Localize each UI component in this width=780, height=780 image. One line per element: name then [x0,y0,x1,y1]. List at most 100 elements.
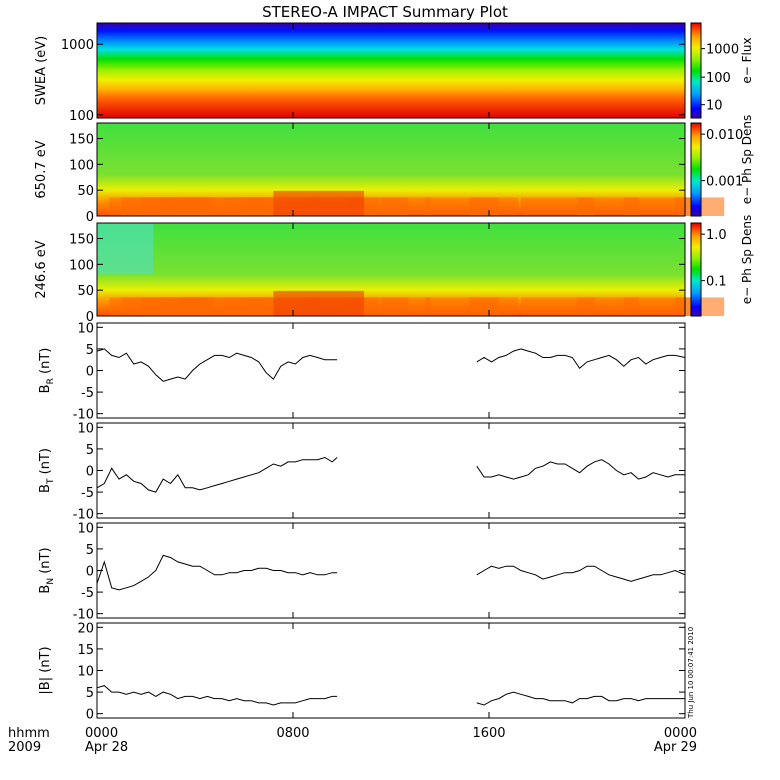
panel-frame [96,222,686,317]
swea-spectrogram [97,23,685,118]
time-axis-corner-top: hhmm [8,726,50,741]
enhancement-band [520,197,595,216]
y-axis-label: BT (nT) [38,448,56,493]
colorbar-tick-label: 0.1 [706,275,727,290]
enhancement-band [577,297,639,316]
y-axis-label: BN (nT) [38,547,56,593]
series-line [476,348,686,370]
low-density-region [97,223,154,275]
y-tick-label: 100 [69,158,94,173]
y-axis-label-unit: (nT) [38,646,53,676]
enhancement-band [273,190,365,216]
y-tick-label: 1000 [61,38,94,53]
y-axis-label-unit: (nT) [38,348,53,378]
y-tick-label: 5 [86,543,94,558]
colorbar [690,22,702,119]
series-line [476,565,686,582]
panel-frame [96,22,686,119]
enhancement-band [381,197,431,216]
y-axis-label: |B| (nT) [38,646,53,694]
colorbar [690,222,702,317]
panel-frame [96,522,686,619]
x-tick-label: 0000 [664,726,697,741]
y-tick-label: 10 [77,421,94,436]
y-axis-label-main: B [38,484,53,493]
plot-title: STEREO-A IMPACT Summary Plot [262,3,508,21]
panel-frame [96,422,686,519]
colorbar-label: e− Ph Sp Dens [740,115,754,204]
time-axis-corner-bottom: 2009 [8,740,41,755]
panel-frame [96,122,686,217]
series-line [96,456,338,493]
y-tick-label: -10 [73,608,94,623]
y-tick-label: 0 [86,210,94,225]
y-tick-label: 0 [86,365,94,380]
y-axis-label: SWEA (eV) [34,36,49,105]
x-tick-label: 0800 [276,726,309,741]
y-tick-label: -5 [81,486,94,501]
y-tick-label: -10 [73,508,94,523]
y-tick-label: -5 [81,586,94,601]
colorbar [690,122,702,217]
y-axis-label-main: B [38,384,53,393]
series-line [96,348,338,382]
y-axis-label-main: B [38,585,53,594]
enhancement-band [577,197,639,216]
y-tick-label: 0 [86,565,94,580]
y-axis-label-subscript: N [46,578,56,585]
y-axis-label-main: |B| [38,677,53,695]
x-tick-label: 1600 [472,726,505,741]
y-tick-label: 10 [77,665,94,680]
y-tick-label: 5 [86,686,94,701]
y-tick-label: 150 [69,233,94,248]
generation-timestamp: Thu Jun 10 00:07:41 2010 [687,627,695,719]
x-tick-date-label: Apr 29 [654,740,697,755]
x-tick-label: 0000 [85,726,118,741]
series-line [476,691,685,706]
y-tick-label: 10 [77,321,94,336]
colorbar-tick-label: 1.0 [706,228,727,243]
y-axis-label-unit: (nT) [38,448,53,478]
colorbar-tick-label: 10 [706,99,723,114]
enhancement-band [520,297,595,316]
y-tick-label: 0 [86,708,94,723]
y-tick-label: 100 [69,258,94,273]
y-tick-label: 0 [86,465,94,480]
colorbar-label: e− Flux [740,37,754,83]
y-tick-label: 20 [77,621,94,636]
colorbar-tick-label: 0.001 [706,175,743,190]
colorbar-label: e− Ph Sp Dens [740,215,754,304]
y-tick-label: 5 [86,343,94,358]
series-line [96,554,338,591]
y-tick-label: 50 [77,284,94,299]
y-tick-label: 50 [77,184,94,199]
enhancement-band [469,197,519,216]
y-tick-label: 15 [77,643,94,658]
y-axis-label: 246.6 eV [34,240,49,298]
y-axis-label-unit: (nT) [38,547,53,577]
panel-frame [96,622,686,719]
y-axis-label: 650.7 eV [34,140,49,198]
colorbar-tick-label: 1000 [706,43,739,58]
y-tick-label: 150 [69,133,94,148]
enhancement-band [381,297,431,316]
y-axis-label-subscript: R [46,378,56,384]
y-tick-label: 5 [86,443,94,458]
colorbar-tick-label: 0.010 [706,128,743,143]
enhancement-band [469,297,519,316]
y-tick-label: -5 [81,386,94,401]
y-axis-label: BR (nT) [38,348,56,394]
y-tick-label: 0 [86,310,94,325]
y-tick-label: -10 [73,408,94,423]
y-tick-label: 10 [77,521,94,536]
enhancement-band [273,290,365,316]
series-line [476,459,685,480]
series-line [96,685,338,706]
y-axis-label-subscript: T [46,478,56,485]
x-tick-date-label: Apr 28 [85,740,128,755]
panel-frame [96,322,686,419]
y-tick-label: 100 [69,109,94,124]
